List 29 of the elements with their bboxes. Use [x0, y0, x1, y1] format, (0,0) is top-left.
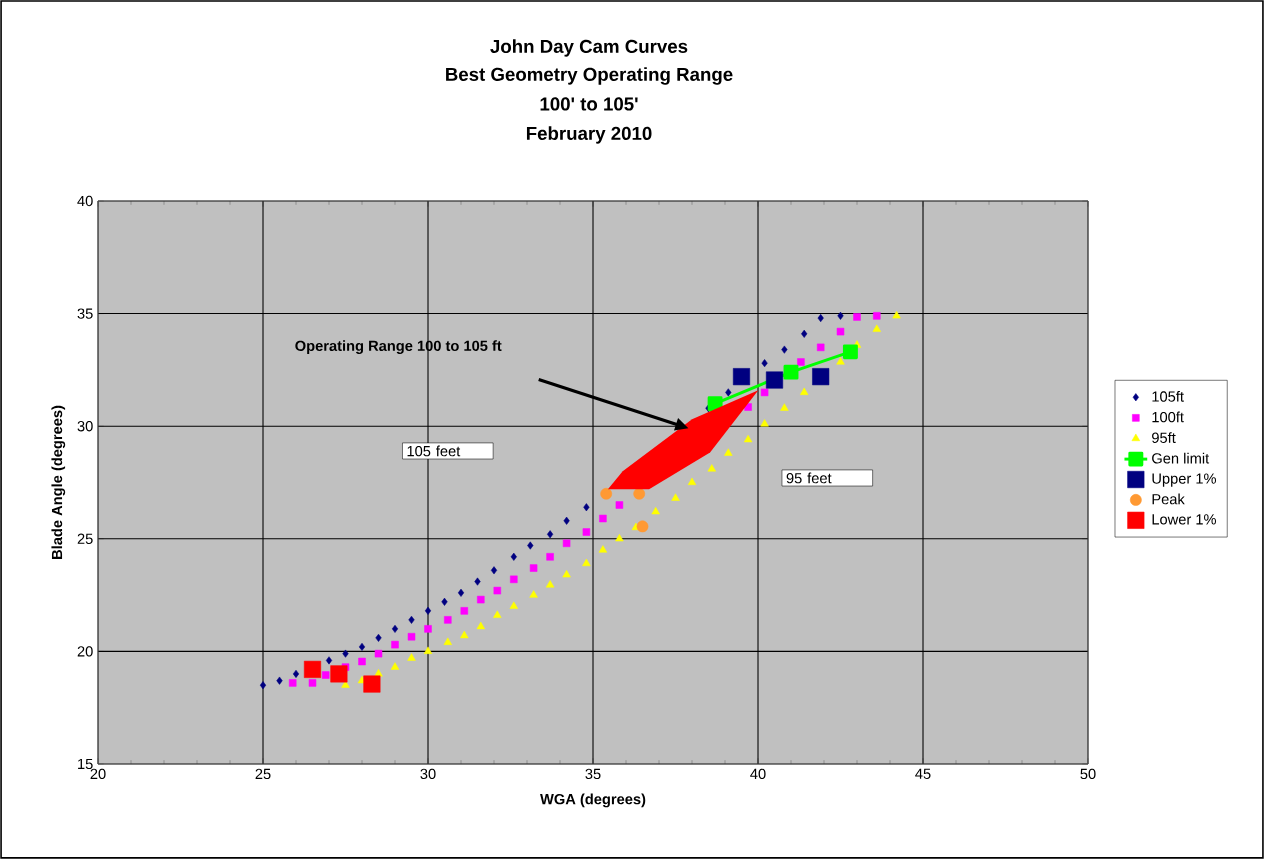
x-tick-label: 50 [1080, 768, 1096, 780]
legend-label: 105ft [1152, 390, 1184, 402]
x-tick-label: 45 [915, 768, 931, 779]
annotation: Operating Range 100 to 105 ft [295, 340, 502, 354]
x-tick-label: 20 [90, 768, 106, 780]
x-tick-label: 30 [420, 768, 436, 780]
x-tick-label: 40 [750, 768, 766, 780]
annotation: 105 feet [407, 445, 461, 457]
legend-label: Lower 1% [1152, 514, 1217, 525]
y-axis-title: Blade Angle (degrees) [51, 405, 66, 559]
legend-label: Gen limit [1152, 452, 1210, 464]
y-tick-label: 35 [77, 308, 93, 319]
y-tick-label: 20 [77, 646, 93, 657]
x-axis-title: WGA (degrees) [540, 793, 646, 808]
chart-title: John Day Cam Curves [490, 39, 688, 57]
text: 100' to 105' [540, 97, 638, 111]
text: February 2010 [526, 126, 652, 144]
legend-label: 100ft [1152, 411, 1184, 423]
legend-label: Peak [1152, 493, 1185, 505]
y-tick-label: 15 [78, 758, 93, 770]
y-tick-label: 25 [77, 533, 93, 544]
chart-subtitle: Best Geometry Operating Range [446, 67, 733, 85]
x-tick-label: 25 [255, 768, 271, 780]
x-tick-label: 35 [585, 768, 601, 780]
y-tick-label: 30 [77, 421, 93, 432]
legend-label: 95ft [1152, 432, 1176, 443]
legend-label: Upper 1% [1152, 473, 1217, 487]
y-tick-label: 40 [77, 195, 93, 207]
annotation: 95 feet [786, 472, 832, 484]
